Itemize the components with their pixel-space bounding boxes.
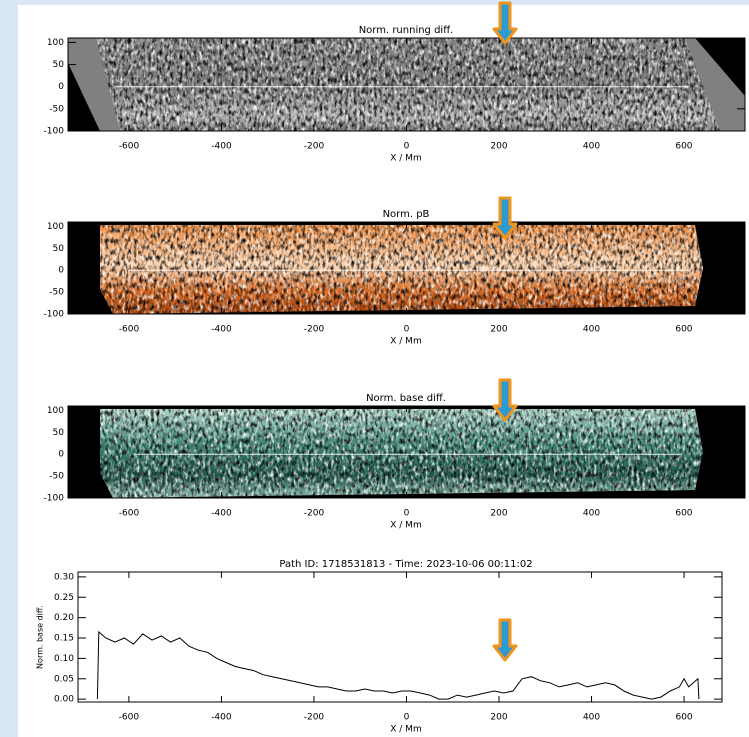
x-tick-label: -600 bbox=[119, 142, 140, 152]
y-axis-label: Norm. base diff. bbox=[36, 605, 45, 669]
x-tick-label: 0 bbox=[404, 713, 410, 723]
x-tick-label: 400 bbox=[583, 142, 600, 152]
x-tick-label: 400 bbox=[583, 713, 600, 723]
x-tick-label: 200 bbox=[490, 713, 507, 723]
x-tick-label: 400 bbox=[583, 325, 600, 335]
x-tick-label: -200 bbox=[304, 142, 325, 152]
y-tick-label: 0 bbox=[58, 266, 64, 276]
y-tick-label: 0.15 bbox=[54, 634, 74, 644]
x-tick-label: 200 bbox=[490, 509, 507, 519]
y-tick-label: 0 bbox=[58, 82, 64, 92]
chart-title: Norm. base diff. bbox=[366, 393, 446, 404]
x-tick-label: -600 bbox=[119, 509, 140, 519]
x-tick-label: -400 bbox=[211, 713, 232, 723]
y-tick-label: -100 bbox=[44, 494, 65, 504]
x-axis-label: X / Mm bbox=[390, 725, 421, 735]
y-tick-label: -100 bbox=[44, 127, 65, 137]
image-texture bbox=[100, 225, 703, 314]
y-tick-label: -50 bbox=[49, 288, 64, 298]
x-tick-label: 200 bbox=[490, 142, 507, 152]
y-tick-label: 0.25 bbox=[54, 593, 74, 603]
x-tick-label: 600 bbox=[675, 509, 692, 519]
x-tick-label: -200 bbox=[304, 509, 325, 519]
x-tick-label: -400 bbox=[211, 509, 232, 519]
chart-title: Norm. running diff. bbox=[359, 25, 454, 36]
chart-title: Norm. pB bbox=[383, 209, 430, 220]
x-axis-label: X / Mm bbox=[390, 154, 421, 164]
y-tick-label: 0 bbox=[58, 450, 64, 460]
x-tick-label: -600 bbox=[119, 325, 140, 335]
y-tick-label: 100 bbox=[47, 406, 64, 416]
x-tick-label: 600 bbox=[675, 713, 692, 723]
x-tick-label: 400 bbox=[583, 509, 600, 519]
image-texture bbox=[96, 38, 720, 131]
x-tick-label: -200 bbox=[304, 325, 325, 335]
x-tick-label: -400 bbox=[211, 325, 232, 335]
y-tick-label: 0.05 bbox=[54, 674, 74, 684]
y-tick-label: 0.00 bbox=[54, 695, 74, 705]
x-tick-label: -400 bbox=[211, 142, 232, 152]
y-tick-label: 0.20 bbox=[54, 613, 74, 623]
x-axis-label: X / Mm bbox=[390, 337, 421, 347]
x-tick-label: 0 bbox=[404, 509, 410, 519]
y-tick-label: -50 bbox=[49, 472, 64, 482]
y-tick-label: 0.30 bbox=[54, 572, 74, 582]
page: Norm. running diff. X / Mm -600 -400 -200 0 20… bbox=[0, 0, 749, 737]
x-tick-label: 0 bbox=[404, 325, 410, 335]
x-tick-label: -600 bbox=[119, 713, 140, 723]
y-tick-label: 100 bbox=[47, 38, 64, 48]
y-tick-label: 100 bbox=[47, 222, 64, 232]
y-tick-label: 50 bbox=[53, 60, 65, 70]
x-tick-label: 200 bbox=[490, 325, 507, 335]
x-axis-label: X / Mm bbox=[390, 521, 421, 531]
image-texture bbox=[100, 409, 703, 498]
y-tick-label: 50 bbox=[53, 244, 65, 254]
y-tick-label: 0.10 bbox=[54, 654, 74, 664]
x-tick-label: -200 bbox=[304, 713, 325, 723]
x-tick-label: 600 bbox=[675, 142, 692, 152]
x-tick-label: 600 bbox=[675, 325, 692, 335]
y-tick-label: -50 bbox=[49, 104, 64, 114]
y-tick-label: 50 bbox=[53, 428, 65, 438]
y-tick-label: -100 bbox=[44, 310, 65, 320]
figure: Norm. running diff. X / Mm -600 -400 -200 0 20… bbox=[0, 0, 749, 737]
x-tick-label: 0 bbox=[404, 142, 410, 152]
chart-title: Path ID: 1718531813 - Time: 2023-10-06 0… bbox=[279, 559, 532, 570]
